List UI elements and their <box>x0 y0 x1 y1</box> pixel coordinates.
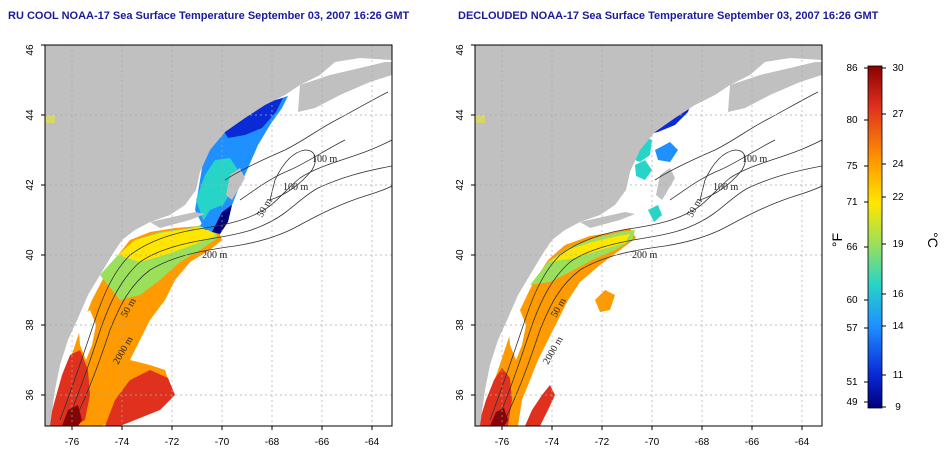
colorbar-f-tick: 51 <box>846 377 858 388</box>
right-contour-label-2: 100 m <box>713 182 739 193</box>
right-map-title: DECLOUDED NOAA-17 Sea Surface Temperatur… <box>458 10 879 22</box>
right-axis-ticks <box>471 44 803 430</box>
right-lat-tick: 46 <box>455 44 466 56</box>
colorbar-c-tick: 22 <box>892 192 904 203</box>
right-lon-tick: -76 <box>495 437 510 448</box>
colorbar-celsius-unit: °C <box>925 232 941 248</box>
colorbar-f-tick: 80 <box>846 115 858 126</box>
right-lat-tick: 36 <box>455 389 466 401</box>
colorbar-f-tick: 49 <box>846 397 858 408</box>
colorbar-f-tick: 86 <box>846 63 858 74</box>
colorbar-f-tick: 57 <box>846 323 858 334</box>
colorbar-c-tick: 27 <box>892 109 904 120</box>
left-lon-tick-labels: -76 -74 -72 -70 -68 -66 -64 <box>65 437 380 448</box>
left-map-title: RU COOL NOAA-17 Sea Surface Temperature … <box>8 10 410 22</box>
left-contour-label-4: 200 m <box>202 250 228 261</box>
right-lon-tick: -72 <box>595 437 610 448</box>
colorbar-c-tick: 30 <box>892 63 904 74</box>
sst-colorbar <box>867 65 883 409</box>
left-lon-tick: -72 <box>165 437 180 448</box>
colorbar-ticks <box>864 67 886 408</box>
left-map-frame <box>44 44 393 427</box>
left-lon-tick: -74 <box>115 437 130 448</box>
colorbar-celsius-labels: 30 27 24 22 19 16 14 11 9 <box>892 63 904 413</box>
left-lat-tick: 42 <box>25 179 36 191</box>
left-gridlines <box>45 45 392 426</box>
right-lat-tick: 38 <box>455 319 466 331</box>
left-lat-tick: 46 <box>25 44 36 56</box>
colorbar-c-tick: 16 <box>892 289 904 300</box>
left-lon-tick: -66 <box>315 437 330 448</box>
left-lon-tick: -76 <box>65 437 80 448</box>
right-lat-tick: 42 <box>455 179 466 191</box>
left-lat-tick-labels: 36 38 40 42 44 46 <box>25 44 36 401</box>
left-lon-tick: -70 <box>215 437 230 448</box>
left-contour-label-1: 100 m <box>312 154 338 165</box>
right-lon-tick: -68 <box>695 437 710 448</box>
right-lon-tick: -64 <box>795 437 810 448</box>
right-contour-label-4: 200 m <box>632 250 658 261</box>
colorbar-c-tick: 24 <box>892 159 904 170</box>
left-lat-tick: 40 <box>25 249 36 261</box>
left-contour-label-2: 100 m <box>283 182 309 193</box>
right-map-frame <box>474 44 823 427</box>
colorbar-c-tick: 14 <box>892 321 904 332</box>
left-lat-tick: 44 <box>25 109 36 121</box>
left-lat-tick: 38 <box>25 319 36 331</box>
colorbar-c-tick: 19 <box>892 239 904 250</box>
right-gridlines <box>475 45 822 426</box>
colorbar-c-tick: 9 <box>895 402 901 413</box>
colorbar-fahrenheit-labels: 86 80 75 71 66 60 57 51 49 <box>846 63 858 408</box>
colorbar-f-tick: 75 <box>846 161 858 172</box>
right-contour-label-1: 100 m <box>742 154 768 165</box>
left-lon-tick: -68 <box>265 437 280 448</box>
left-axis-ticks <box>41 44 373 430</box>
right-lon-tick: -66 <box>745 437 760 448</box>
right-lon-tick: -70 <box>645 437 660 448</box>
right-lat-tick: 40 <box>455 249 466 261</box>
left-lon-tick: -64 <box>365 437 380 448</box>
colorbar-f-tick: 60 <box>846 295 858 306</box>
colorbar-f-tick: 71 <box>846 197 858 208</box>
left-lat-tick: 36 <box>25 389 36 401</box>
right-lat-tick: 44 <box>455 109 466 121</box>
right-lon-tick: -74 <box>545 437 560 448</box>
colorbar-f-tick: 66 <box>846 242 858 253</box>
colorbar-c-tick: 11 <box>893 370 904 381</box>
colorbar-fahrenheit-unit: °F <box>829 233 845 247</box>
